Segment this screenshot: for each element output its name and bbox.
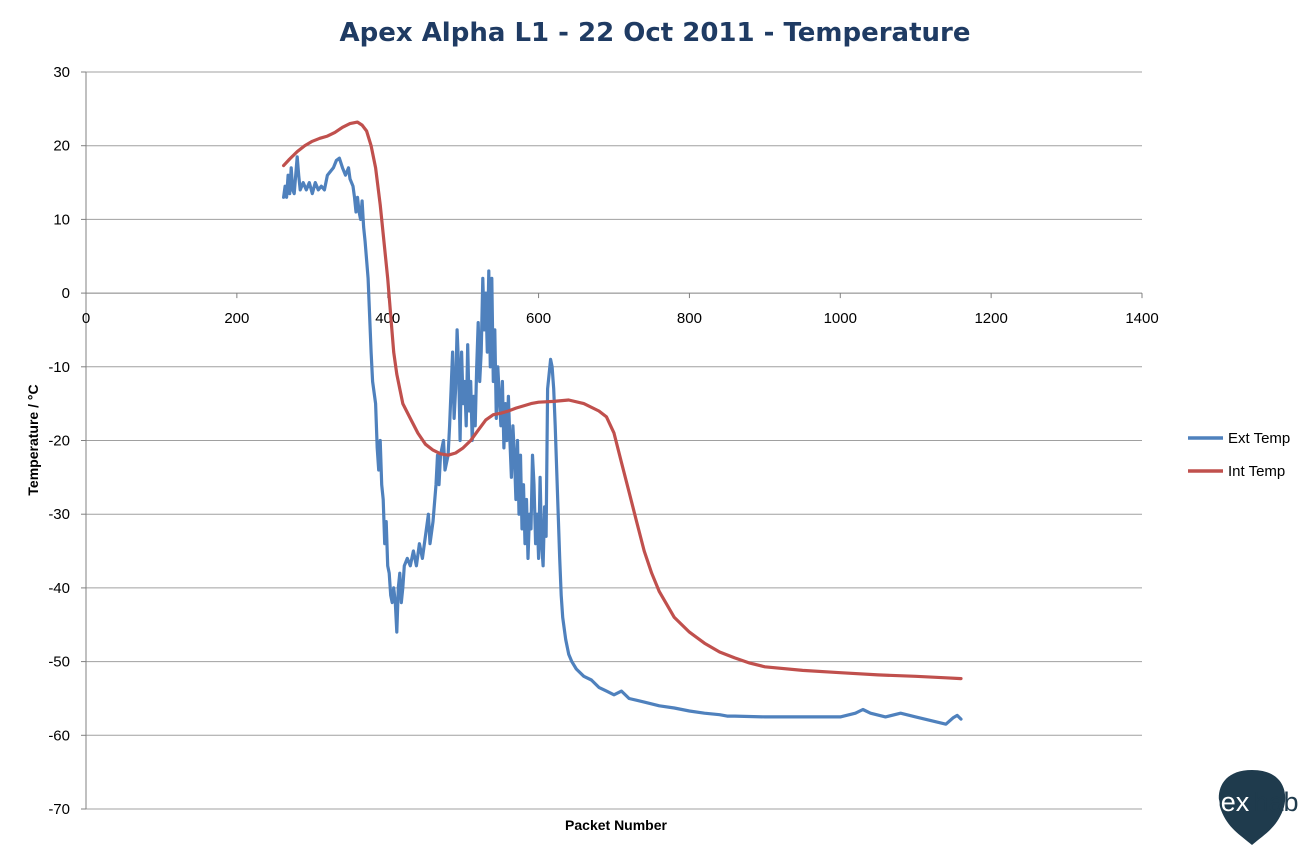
y-axis-ticks: 30 20 10 0 -10 -20 -30 -40 -50 -60 -70 <box>48 64 86 818</box>
x-tick-label: 800 <box>677 310 702 327</box>
series-line-int-temp <box>282 120 963 681</box>
x-tick-label: 200 <box>224 310 249 327</box>
legend-label: Int Temp <box>1228 463 1285 480</box>
logo-text-apex: apex <box>1191 787 1250 817</box>
y-tick-label: 0 <box>62 285 70 302</box>
y-tick-label: 30 <box>53 64 70 81</box>
chart-title: Apex Alpha L1 - 22 Oct 2011 - Temperatur… <box>340 18 971 48</box>
x-tick-label: 400 <box>375 310 400 327</box>
x-tick-label: 0 <box>82 310 90 327</box>
y-axis-label: Temperature / °C <box>25 384 41 495</box>
logo-pin-shape <box>1218 770 1286 845</box>
y-tick-label: -20 <box>48 433 70 450</box>
series-layer <box>282 120 963 726</box>
y-tick-label: -50 <box>48 654 70 671</box>
y-tick-label: -40 <box>48 580 70 597</box>
y-tick-label: -10 <box>48 359 70 376</box>
series-line-ext-temp <box>282 155 963 726</box>
gridlines <box>86 71 1142 810</box>
x-axis-ticks: 0 200 400 600 800 1000 1200 1400 <box>82 293 1159 327</box>
x-tick-label: 1400 <box>1125 310 1158 327</box>
y-tick-label: -30 <box>48 506 70 523</box>
apexhab-logo: apex hab <box>1191 770 1299 845</box>
x-tick-label: 1000 <box>824 310 857 327</box>
x-tick-label: 600 <box>526 310 551 327</box>
legend: Ext Temp Int Temp <box>1188 430 1290 480</box>
x-axis-label: Packet Number <box>565 817 667 833</box>
x-tick-label: 1200 <box>974 310 1007 327</box>
y-tick-label: -70 <box>48 801 70 818</box>
legend-label: Ext Temp <box>1228 430 1290 447</box>
logo-text-hab: hab <box>1253 787 1298 817</box>
y-tick-label: 20 <box>53 138 70 155</box>
y-tick-label: -60 <box>48 727 70 744</box>
y-tick-label: 10 <box>53 211 70 228</box>
